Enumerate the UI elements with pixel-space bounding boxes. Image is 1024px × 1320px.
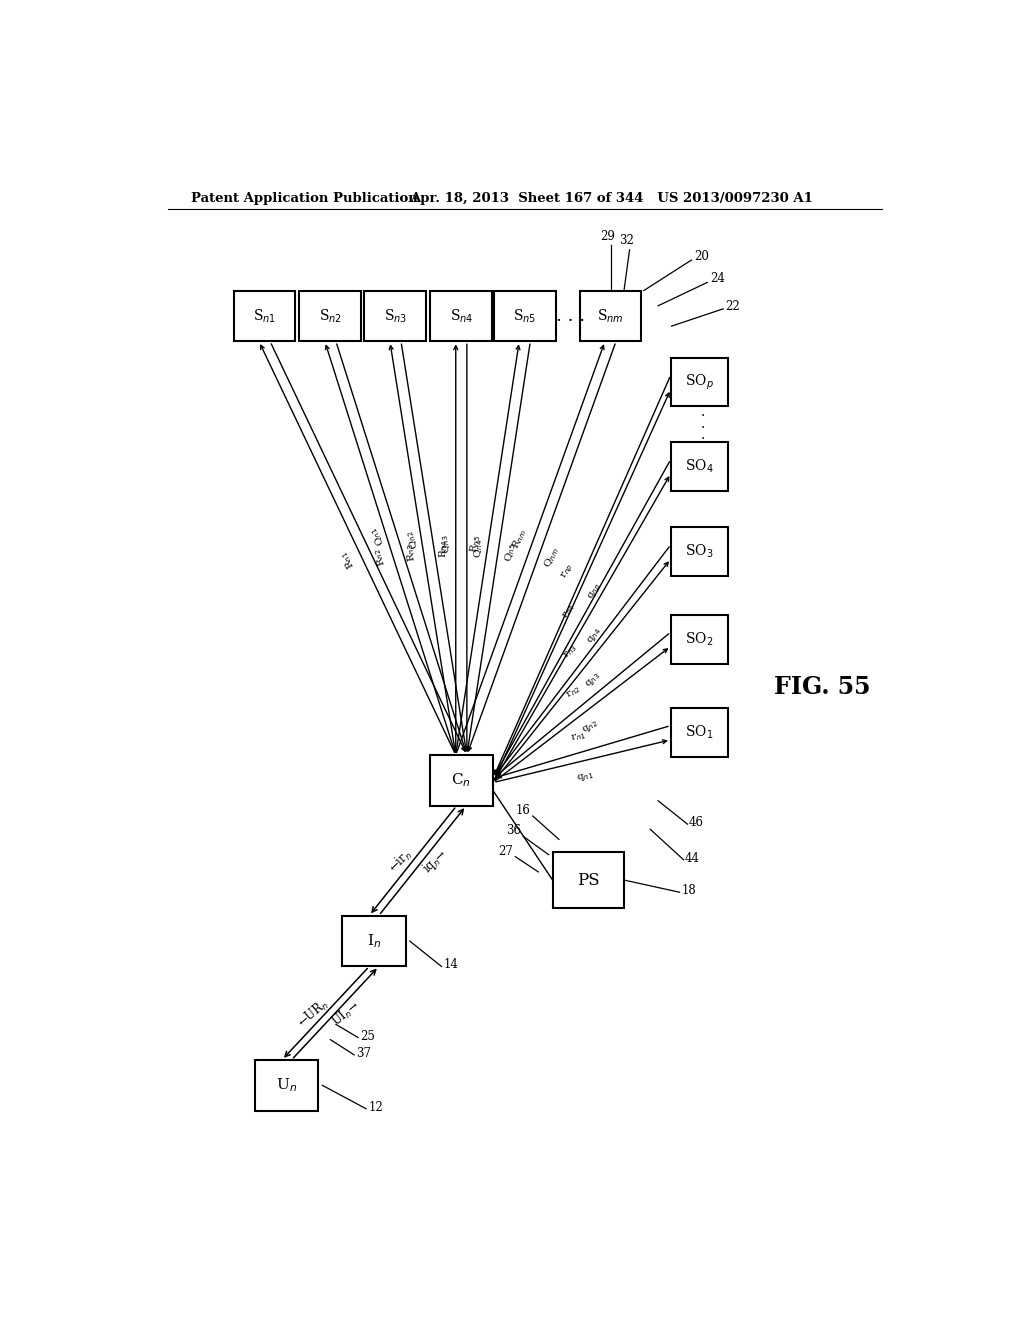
Text: iq$_n$→: iq$_n$→ bbox=[419, 845, 452, 876]
Bar bbox=[233, 290, 296, 342]
Text: S$_{n5}$: S$_{n5}$ bbox=[513, 308, 537, 325]
Text: r$_{n1}$: r$_{n1}$ bbox=[570, 730, 588, 743]
Text: SO$_2$: SO$_2$ bbox=[685, 631, 714, 648]
Text: Q$_{nm}$: Q$_{nm}$ bbox=[542, 545, 562, 570]
Text: R$_{n4}$: R$_{n4}$ bbox=[437, 539, 451, 557]
Bar bbox=[671, 528, 728, 576]
Text: S$_{nm}$: S$_{nm}$ bbox=[597, 308, 624, 325]
Text: 12: 12 bbox=[369, 1101, 383, 1114]
Text: 32: 32 bbox=[618, 234, 634, 247]
Bar bbox=[671, 442, 728, 491]
Text: I$_n$: I$_n$ bbox=[367, 932, 381, 950]
Text: q$_{np}$: q$_{np}$ bbox=[587, 581, 605, 602]
Text: SO$_3$: SO$_3$ bbox=[685, 543, 714, 561]
Text: S$_{n2}$: S$_{n2}$ bbox=[318, 308, 342, 325]
Text: Patent Application Publication: Patent Application Publication bbox=[191, 191, 418, 205]
Text: R$_{n5}$: R$_{n5}$ bbox=[468, 533, 484, 554]
Text: SO$_1$: SO$_1$ bbox=[685, 723, 714, 742]
Text: Apr. 18, 2013  Sheet 167 of 344   US 2013/0097230 A1: Apr. 18, 2013 Sheet 167 of 344 US 2013/0… bbox=[410, 191, 813, 205]
Text: . . .: . . . bbox=[556, 308, 586, 325]
Text: r$_{n4}$: r$_{n4}$ bbox=[560, 602, 579, 620]
Text: S$_{n1}$: S$_{n1}$ bbox=[253, 308, 276, 325]
Text: UI$_n$→: UI$_n$→ bbox=[329, 997, 364, 1030]
Text: 46: 46 bbox=[689, 816, 705, 829]
Text: q$_{n4}$: q$_{n4}$ bbox=[585, 624, 604, 645]
Bar bbox=[342, 916, 406, 966]
Text: 18: 18 bbox=[682, 884, 696, 898]
Text: 44: 44 bbox=[685, 851, 700, 865]
Text: U$_n$: U$_n$ bbox=[276, 1077, 297, 1094]
Text: 22: 22 bbox=[726, 300, 740, 313]
Bar bbox=[671, 358, 728, 407]
Text: r$_{np}$: r$_{np}$ bbox=[559, 561, 578, 581]
Text: q$_{n2}$: q$_{n2}$ bbox=[581, 718, 600, 737]
Text: S$_{n4}$: S$_{n4}$ bbox=[450, 308, 473, 325]
Bar bbox=[299, 290, 361, 342]
Text: Q$_{n2}$: Q$_{n2}$ bbox=[402, 528, 422, 550]
Text: C$_n$: C$_n$ bbox=[452, 772, 471, 789]
Text: R$_{nm}$: R$_{nm}$ bbox=[510, 527, 530, 550]
Bar bbox=[430, 290, 493, 342]
Bar bbox=[671, 615, 728, 664]
Text: Q$_{n3}$: Q$_{n3}$ bbox=[437, 533, 454, 554]
Text: 16: 16 bbox=[515, 804, 530, 817]
Text: q$_{n3}$: q$_{n3}$ bbox=[583, 671, 603, 690]
Text: q$_{n1}$: q$_{n1}$ bbox=[575, 770, 595, 784]
Text: Q$_{n5}$: Q$_{n5}$ bbox=[502, 543, 518, 564]
Text: 27: 27 bbox=[498, 845, 513, 858]
Bar bbox=[671, 709, 728, 758]
Text: S$_{n3}$: S$_{n3}$ bbox=[384, 308, 407, 325]
Bar bbox=[553, 853, 624, 908]
Text: 37: 37 bbox=[356, 1047, 372, 1060]
Bar bbox=[580, 290, 641, 342]
Text: PS: PS bbox=[577, 871, 600, 888]
Text: R$_{n2}$: R$_{n2}$ bbox=[371, 545, 389, 568]
Text: 29: 29 bbox=[600, 230, 614, 243]
Text: SO$_p$: SO$_p$ bbox=[685, 372, 714, 392]
Text: r$_{n3}$: r$_{n3}$ bbox=[561, 643, 580, 661]
Text: 25: 25 bbox=[360, 1030, 376, 1043]
Text: ←UR$_n$: ←UR$_n$ bbox=[294, 995, 332, 1031]
Text: Q$_{n4}$: Q$_{n4}$ bbox=[472, 539, 485, 558]
Bar bbox=[494, 290, 556, 342]
Bar bbox=[255, 1060, 318, 1110]
Bar bbox=[365, 290, 426, 342]
Text: FIG. 55: FIG. 55 bbox=[774, 675, 870, 698]
Text: ←ir$_n$: ←ir$_n$ bbox=[385, 846, 415, 875]
Text: 36: 36 bbox=[506, 824, 521, 837]
Bar bbox=[430, 755, 494, 805]
Text: 14: 14 bbox=[443, 958, 459, 972]
Text: R$_{n1}$: R$_{n1}$ bbox=[338, 549, 358, 572]
Text: Q$_{n1}$: Q$_{n1}$ bbox=[368, 525, 388, 548]
Text: r$_{n2}$: r$_{n2}$ bbox=[564, 684, 583, 701]
Text: SO$_4$: SO$_4$ bbox=[685, 458, 714, 475]
Text: 24: 24 bbox=[710, 272, 725, 285]
Text: 20: 20 bbox=[694, 249, 709, 263]
Text: R$_{n3}$: R$_{n3}$ bbox=[403, 543, 420, 564]
Text: .
.
.: . . . bbox=[701, 405, 706, 442]
